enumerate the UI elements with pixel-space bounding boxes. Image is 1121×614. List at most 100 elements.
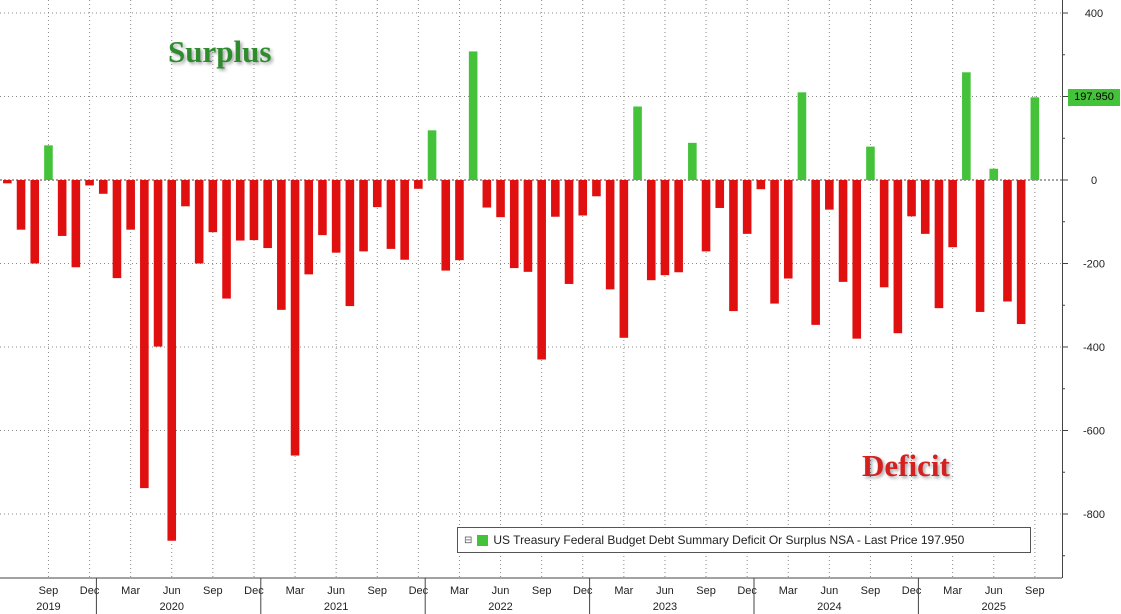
x-tick-label: Sep	[696, 585, 716, 597]
bar	[783, 180, 793, 279]
bar	[249, 180, 259, 241]
bar	[633, 106, 642, 180]
bar	[592, 180, 601, 197]
bar	[551, 180, 560, 217]
legend-collapse-icon[interactable]: ⊟	[464, 534, 473, 546]
bar	[30, 180, 40, 264]
bar	[578, 180, 588, 216]
x-tick-label: Mar	[943, 585, 962, 597]
x-year-label: 2019	[36, 601, 60, 613]
bar	[441, 180, 451, 271]
bar	[359, 180, 368, 252]
bar	[537, 180, 546, 360]
x-year-label: 2024	[817, 601, 841, 613]
bar	[482, 180, 492, 208]
bar	[427, 130, 437, 180]
bar	[140, 180, 149, 489]
bar	[400, 180, 409, 260]
y-tick-label: 400	[1085, 8, 1103, 20]
bar	[879, 180, 889, 288]
x-tick-label: Jun	[163, 585, 181, 597]
x-tick-label: Dec	[409, 585, 429, 597]
x-tick-label: Sep	[367, 585, 387, 597]
last-price-badge: 197.950	[1068, 88, 1120, 106]
bar	[167, 180, 177, 541]
bar	[564, 180, 574, 284]
bar	[277, 180, 286, 310]
bar	[372, 180, 382, 208]
bar	[797, 92, 807, 180]
bar	[208, 180, 218, 233]
bar	[181, 180, 190, 207]
x-tick-label: Mar	[450, 585, 469, 597]
bar	[866, 146, 875, 180]
bar	[153, 180, 163, 347]
bar	[893, 180, 903, 334]
x-axis: Sep 2019 Dec Mar Jun 2020 Sep Dec Mar Jun 2021 Sep D…	[0, 577, 1062, 614]
bar	[523, 180, 533, 272]
x-tick-label: Jun	[492, 585, 510, 597]
bar	[112, 180, 122, 279]
bar	[619, 180, 629, 338]
x-tick-label: Sep	[1025, 585, 1045, 597]
x-tick-label: Jun	[820, 585, 838, 597]
bar	[811, 180, 820, 325]
bar	[920, 180, 930, 234]
y-tick-label: 0	[1091, 175, 1097, 187]
bar	[496, 180, 505, 218]
bar	[468, 51, 478, 180]
surplus-annotation: Surplus	[168, 34, 271, 69]
bar	[825, 180, 834, 210]
x-year-label: 2025	[982, 601, 1006, 613]
bar	[304, 180, 314, 275]
legend: ⊟ US Treasury Federal Budget Debt Summar…	[457, 527, 1031, 553]
bar	[414, 180, 423, 189]
x-year-label: 2020	[160, 601, 184, 613]
x-tick-label: Dec	[80, 585, 100, 597]
bar	[318, 180, 327, 236]
bar	[907, 180, 916, 217]
bar	[975, 180, 985, 312]
y-tick-label: -800	[1083, 509, 1105, 521]
bar	[948, 180, 957, 248]
x-tick-label: Sep	[203, 585, 223, 597]
y-tick-label: -200	[1083, 259, 1105, 271]
bar	[57, 180, 67, 236]
bar	[85, 180, 94, 186]
bar	[290, 180, 300, 456]
bar	[646, 180, 656, 281]
bar	[605, 180, 615, 290]
bar	[44, 145, 53, 180]
x-year-label: 2023	[653, 601, 677, 613]
x-tick-label: Sep	[861, 585, 881, 597]
x-tick-label: Dec	[573, 585, 593, 597]
x-year-label: 2021	[324, 601, 348, 613]
legend-label: US Treasury Federal Budget Debt Summary …	[493, 533, 965, 547]
y-tick-label: -600	[1083, 426, 1105, 438]
bar	[98, 180, 108, 194]
bar	[1003, 180, 1012, 302]
bar	[194, 180, 204, 264]
bar	[989, 168, 999, 180]
x-tick-label: Dec	[902, 585, 922, 597]
bar	[852, 180, 862, 339]
x-tick-label: Dec	[737, 585, 757, 597]
x-tick-label: Jun	[656, 585, 674, 597]
bar	[455, 180, 464, 261]
x-tick-label: Jun	[985, 585, 1003, 597]
bar	[715, 180, 725, 208]
deficit-annotation: Deficit	[862, 448, 950, 483]
bar	[934, 180, 944, 309]
x-tick-label: Dec	[244, 585, 264, 597]
bar	[962, 72, 971, 180]
bar	[742, 180, 752, 234]
x-tick-label: Sep	[532, 585, 552, 597]
bar	[345, 180, 355, 307]
bar	[331, 180, 341, 253]
bar	[688, 142, 697, 180]
legend-swatch	[477, 534, 489, 546]
bar	[756, 180, 766, 190]
bar	[660, 180, 670, 276]
bar	[674, 180, 683, 273]
